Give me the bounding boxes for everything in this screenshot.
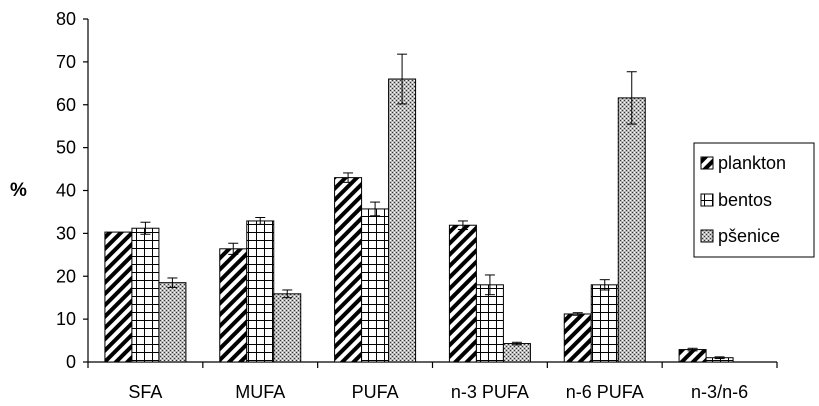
y-tick-label: 10 [56,309,76,329]
error-bars [140,53,725,360]
bar-plankton-3 [448,224,477,363]
x-axis: SFA MUFA PUFA n-3 PUFA n-6 PUFA n-3/n-6 [87,361,778,402]
y-ticks: 0 10 20 30 40 50 60 70 80 [56,9,88,372]
y-tick-label: 50 [56,138,76,158]
bar-plankton-5 [678,349,707,363]
x-tick-label: n-3 PUFA [451,382,529,402]
plot-area [104,78,761,363]
error-bar [457,220,468,231]
y-tick-label: 70 [56,52,76,72]
error-bar [572,312,583,316]
legend-item-plankton: plankton [700,153,786,173]
x-tick-label: n-6 PUFA [566,382,644,402]
bar-plankton-4 [563,313,592,363]
legend-item-bentos: bentos [700,190,772,210]
x-tick-label: PUFA [352,382,399,402]
bar-bentos-2 [361,208,390,363]
bar-penice-1 [273,293,302,363]
bar-bentos-3 [475,284,504,363]
x-ticks: SFA MUFA PUFA n-3 PUFA n-6 PUFA n-3/n-6 [87,362,778,402]
bar-penice-0 [158,282,187,363]
legend-label-psenice: pšenice [718,226,780,246]
error-bar [714,356,725,360]
error-bar [140,221,151,235]
error-bar [599,279,610,291]
bar-bentos-0 [131,227,160,363]
error-bar [282,289,293,299]
error-bar [228,242,239,255]
bar-plankton-2 [334,177,363,363]
legend-swatch-bentos [700,193,714,207]
x-tick-label: SFA [128,382,162,402]
error-bar [687,347,698,352]
y-tick-label: 30 [56,223,76,243]
error-bar [626,71,637,125]
bar-bentos-1 [246,220,275,363]
legend-box [693,142,815,258]
error-bar [397,53,408,105]
legend-swatch-psenice [700,229,714,243]
error-bar [167,277,178,288]
error-bar [343,172,354,183]
bar-plankton-1 [219,248,248,363]
legend: plankton bentos pšenice [693,142,815,258]
legend-label-bentos: bentos [718,190,772,210]
x-tick-label: MUFA [235,382,285,402]
y-tick-label: 20 [56,266,76,286]
y-tick-label: 60 [56,95,76,115]
error-bar [484,274,495,296]
legend-label-plankton: plankton [718,153,786,173]
y-axis-label: % [10,180,27,201]
error-bar [511,341,522,346]
bar-penice-2 [388,78,417,363]
legend-item-psenice: pšenice [700,226,780,246]
bar-penice-4 [617,97,646,363]
y-tick-label: 40 [56,181,76,201]
legend-swatch-plankton [700,156,714,170]
x-tick-label: n-3/n-6 [691,382,748,402]
error-bar [255,217,266,225]
y-tick-label: 0 [66,352,76,372]
bar-penice-3 [502,343,531,363]
bar-plankton-0 [104,231,133,363]
y-axis: 0 10 20 30 40 50 60 70 80 % [10,9,89,372]
error-bar [370,201,381,217]
bar-bentos-4 [590,284,619,363]
y-tick-label: 80 [56,9,76,29]
